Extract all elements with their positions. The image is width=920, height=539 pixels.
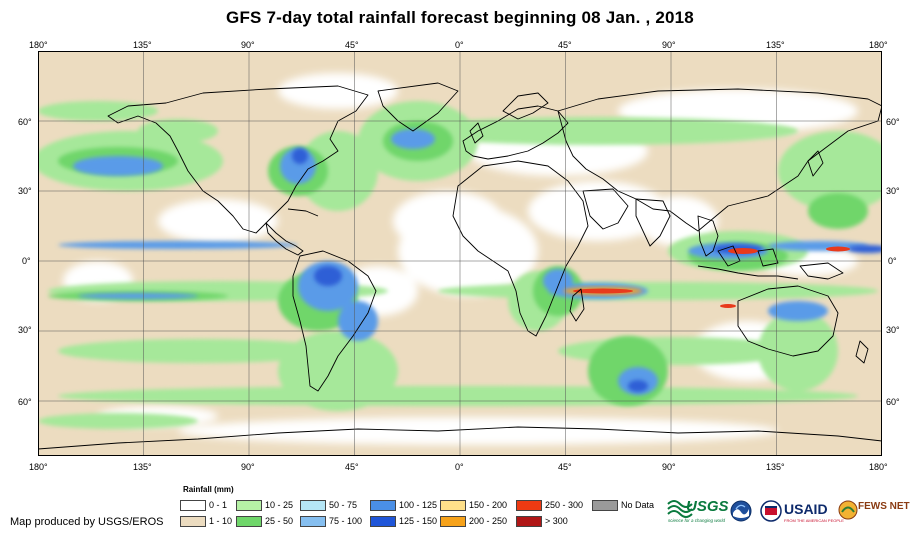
legend-swatch	[300, 516, 326, 527]
lon-label-bottom: 135°	[133, 462, 152, 472]
legend-swatch	[370, 500, 396, 511]
legend-label: 10 - 25	[265, 500, 294, 510]
legend-label: 75 - 100	[329, 516, 363, 526]
legend-label: 100 - 125	[399, 500, 438, 510]
legend-swatch	[300, 500, 326, 511]
legend-label: 200 - 250	[469, 516, 508, 526]
usaid-tagline: FROM THE AMERICAN PEOPLE	[784, 518, 844, 523]
lat-label-left: 60°	[18, 397, 32, 407]
legend-title: Rainfall (mm)	[183, 485, 234, 494]
lon-label-top: 180°	[869, 40, 888, 50]
rainfall-map-svg	[38, 51, 882, 456]
legend-swatch	[440, 516, 466, 527]
map-title: GFS 7-day total rainfall forecast beginn…	[226, 8, 694, 27]
rainfall-map[interactable]	[38, 51, 882, 456]
lon-label-bottom: 135°	[766, 462, 785, 472]
legend-swatch	[180, 516, 206, 527]
lat-label-left: 0°	[22, 256, 31, 266]
lat-label-left: 60°	[18, 117, 32, 127]
lon-label-top: 45°	[345, 40, 359, 50]
legend-label: 25 - 50	[265, 516, 294, 526]
usaid-text: USAID	[784, 501, 828, 517]
fews-net-logo: FEWS NET	[838, 498, 916, 526]
legend-label: 1 - 10	[209, 516, 233, 526]
lon-label-bottom: 180°	[29, 462, 48, 472]
legend-label: > 300	[545, 516, 568, 526]
coastlines	[38, 82, 882, 450]
credit-text: Map produced by USGS/EROS	[10, 516, 164, 528]
lat-label-right: 60°	[886, 117, 900, 127]
usaid-logo: USAID FROM THE AMERICAN PEOPLE	[760, 500, 844, 528]
lat-label-right: 0°	[888, 256, 897, 266]
legend-label: 250 - 300	[545, 500, 584, 510]
rain-extreme	[563, 246, 850, 308]
lat-label-right: 30°	[886, 325, 900, 335]
legend-swatch	[516, 500, 542, 511]
usgs-text: USGS	[686, 498, 729, 515]
lon-label-top: 90°	[241, 40, 255, 50]
legend-label: 125 - 150	[399, 516, 438, 526]
legend-label: 50 - 75	[329, 500, 358, 510]
legend-label: 0 - 1	[209, 500, 228, 510]
lon-label-bottom: 90°	[241, 462, 255, 472]
graticule	[38, 51, 882, 456]
lon-label-bottom: 90°	[662, 462, 676, 472]
lon-label-bottom: 45°	[345, 462, 359, 472]
lon-label-top: 90°	[662, 40, 676, 50]
noaa-logo	[730, 500, 752, 527]
legend-swatch	[236, 500, 262, 511]
fews-net-text: FEWS NET	[858, 501, 910, 512]
usgs-logo: USGS science for a changing world	[666, 496, 729, 528]
lon-label-top: 135°	[766, 40, 785, 50]
legend-swatch	[236, 516, 262, 527]
lat-label-right: 30°	[886, 186, 900, 196]
lat-label-right: 60°	[886, 397, 900, 407]
lat-label-left: 30°	[18, 186, 32, 196]
usgs-tagline: science for a changing world	[668, 518, 726, 523]
legend-swatch	[180, 500, 206, 511]
lon-label-bottom: 45°	[558, 462, 572, 472]
lon-label-top: 135°	[133, 40, 152, 50]
legend-label: No Data	[621, 500, 655, 510]
legend-swatch	[440, 500, 466, 511]
lon-label-bottom: 0°	[455, 462, 464, 472]
map-frame	[38, 51, 882, 456]
lon-label-top: 180°	[29, 40, 48, 50]
legend-label: 150 - 200	[469, 500, 508, 510]
lat-label-left: 30°	[18, 325, 32, 335]
legend-swatch	[516, 516, 542, 527]
legend-swatch	[592, 500, 618, 511]
lon-label-top: 0°	[455, 40, 464, 50]
lon-label-bottom: 180°	[869, 462, 888, 472]
lon-label-top: 45°	[558, 40, 572, 50]
legend-swatch	[370, 516, 396, 527]
